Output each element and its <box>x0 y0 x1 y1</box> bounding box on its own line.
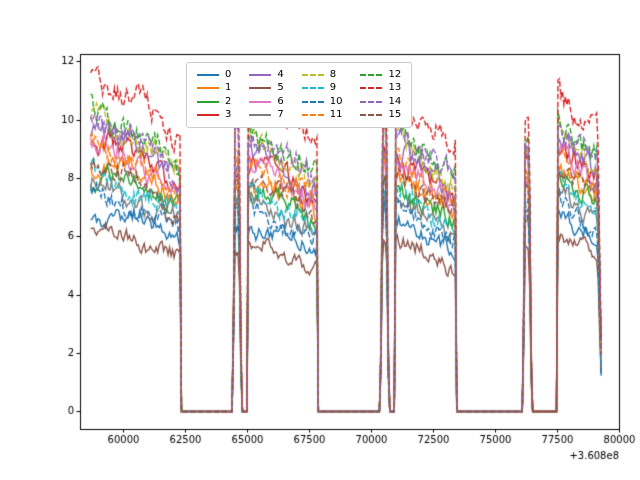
legend-line-sample <box>360 114 383 117</box>
legend-entry-label: 13 <box>388 82 402 94</box>
legend-entry-label: 6 <box>277 95 284 107</box>
legend-entry-label: 3 <box>225 109 232 121</box>
legend-entry-label: 0 <box>225 68 232 80</box>
legend-entry: 7 <box>249 109 284 121</box>
legend-entry-label: 14 <box>388 95 402 107</box>
legend-line-sample <box>249 87 272 90</box>
legend-entry-label: 9 <box>329 82 337 94</box>
legend-entry: 4 <box>249 68 284 80</box>
legend-line-sample <box>197 100 219 103</box>
legend-entry: 15 <box>360 110 401 120</box>
legend-line-sample <box>197 114 219 117</box>
legend-entry-label: 12 <box>388 68 402 80</box>
legend-entry-label: 7 <box>277 109 284 121</box>
legend-line-sample <box>301 73 324 76</box>
legend-entry: 11 <box>301 109 343 121</box>
legend-line-sample <box>301 114 324 117</box>
legend-entry: 9 <box>301 82 343 94</box>
legend-entry-label: 1 <box>225 82 232 94</box>
legend-entry: 13 <box>360 83 401 93</box>
legend-entry: 12 <box>360 68 402 80</box>
legend-entry-label: 4 <box>277 68 284 80</box>
legend-line-sample <box>197 87 219 90</box>
legend-line-sample <box>301 87 324 90</box>
legend-entry: 2 <box>197 95 232 107</box>
legend-entry: 0 <box>197 68 232 80</box>
legend: 0 1 2 3 4 5 6 7 8 9 10 11 12 13 14 15 <box>186 62 413 128</box>
legend-entry: 8 <box>301 68 343 80</box>
legend-line-sample <box>360 87 383 90</box>
legend-line-sample <box>360 73 383 76</box>
legend-entry-label: 5 <box>277 82 284 94</box>
legend-entry-label: 10 <box>329 95 343 107</box>
legend-entry-label: 11 <box>329 109 343 121</box>
legend-line-sample <box>249 114 272 117</box>
legend-entry: 14 <box>360 95 402 107</box>
legend-entry: 6 <box>249 95 284 107</box>
legend-line-sample <box>249 100 272 103</box>
legend-entry-label: 2 <box>225 95 232 107</box>
legend-line-sample <box>360 100 383 103</box>
legend-line-sample <box>197 73 219 76</box>
legend-entry-label: 8 <box>329 68 337 80</box>
legend-entry: 5 <box>249 82 284 94</box>
legend-entry-label: 15 <box>388 109 402 121</box>
legend-entry: 1 <box>197 83 231 93</box>
legend-line-sample <box>301 100 324 103</box>
legend-entry: 3 <box>197 110 231 120</box>
legend-line-sample <box>249 73 272 76</box>
legend-entry: 10 <box>301 95 343 107</box>
